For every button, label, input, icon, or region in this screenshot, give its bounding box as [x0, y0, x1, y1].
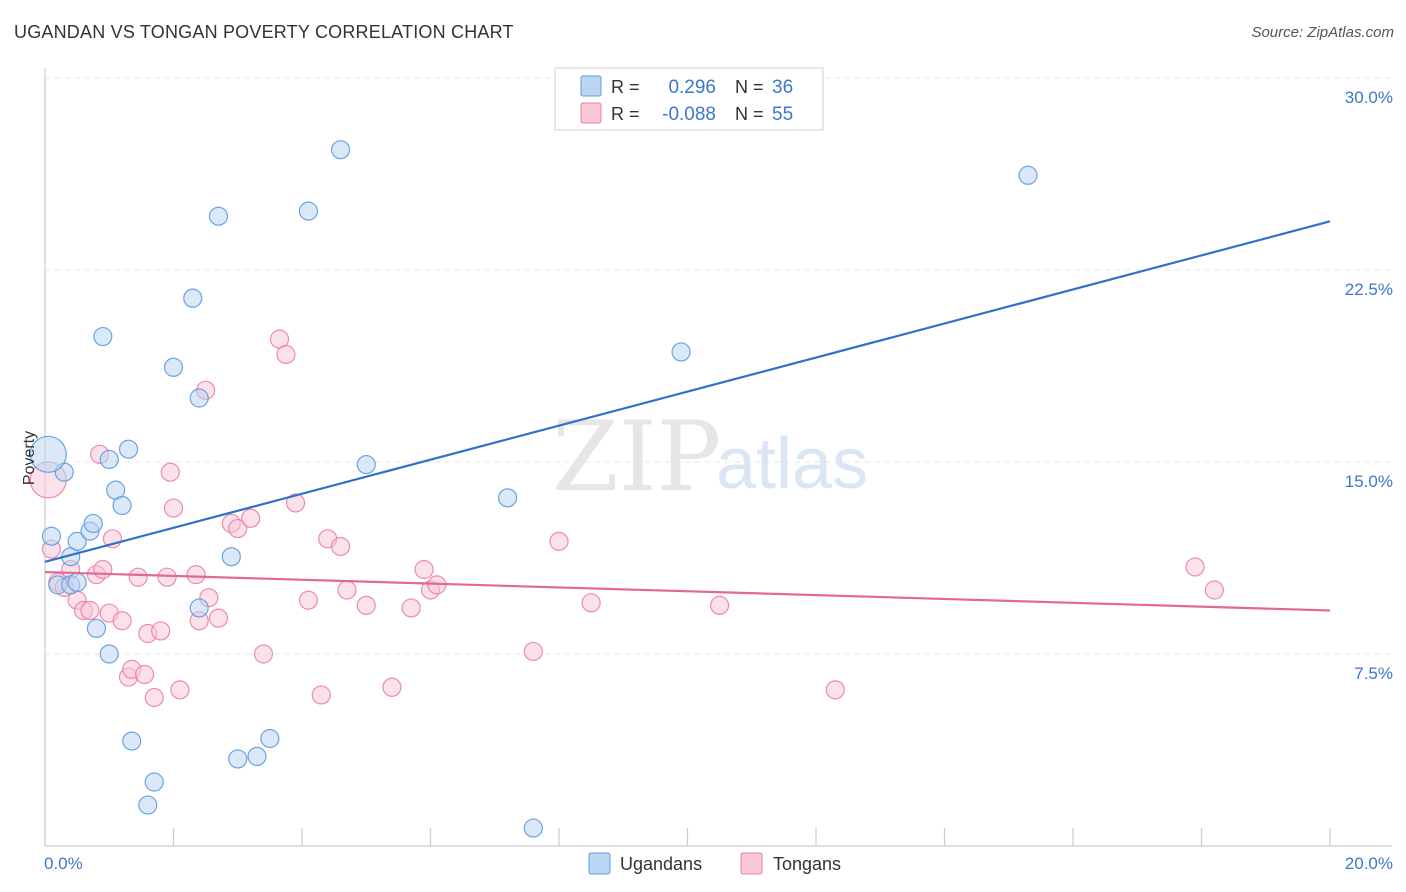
watermark-zip: ZIP: [552, 401, 721, 513]
legend-tongans-r-value: -0.088: [662, 104, 716, 125]
y-tick-label-3: 30.0%: [1345, 88, 1393, 107]
ugandans-point-26: [247, 746, 267, 767]
ugandans-point-35: [29, 435, 67, 473]
ugandans-point-9: [86, 618, 107, 639]
ugandans-point-28: [298, 201, 319, 221]
ugandans-point-33: [671, 342, 691, 362]
tongans-point-22: [160, 462, 180, 482]
tongans-point-32: [241, 508, 261, 528]
ugandans-point-18: [144, 772, 164, 792]
tongans-point-44: [401, 598, 421, 618]
source-label: Source: ZipAtlas.com: [1251, 24, 1394, 41]
ugandans-point-27: [260, 728, 280, 749]
y-tick-label-1: 15.0%: [1345, 472, 1393, 491]
ugandans-point-19: [163, 357, 184, 377]
tongans-point-29: [208, 608, 229, 628]
bottom-legend-ugandans-label: Ugandans: [620, 854, 702, 874]
ugandans-point-11: [99, 449, 119, 470]
y-tick-labels: 7.5% 15.0% 22.5% 30.0%: [1345, 88, 1393, 683]
ugandans-point-17: [138, 795, 158, 815]
legend-ugandans-n-value: 36: [772, 77, 793, 98]
tongans-point-50: [581, 593, 601, 613]
ugandans-point-29: [330, 140, 351, 160]
tongans-point-49: [549, 531, 569, 551]
tongans-point-52: [825, 680, 845, 700]
legend-ugandans-swatch: [580, 75, 602, 97]
x-tick-labels: 0.0% 20.0%: [44, 854, 1393, 873]
bottom-legend: Ugandans Tongans: [588, 852, 841, 875]
ugandans-point-31: [498, 488, 518, 508]
ugandans-points: [29, 140, 1038, 838]
tongans-point-53: [1185, 557, 1205, 577]
tongans-point-17: [134, 664, 155, 685]
ugandans-trend-line: [44, 220, 1331, 563]
ugandans-point-24: [221, 547, 241, 567]
tongans-point-35: [276, 344, 296, 365]
ugandans-point-4: [67, 572, 87, 592]
tongans-point-54: [1204, 580, 1224, 600]
ugandans-point-34: [1018, 165, 1038, 185]
tongans-point-23: [163, 498, 184, 518]
legend: R = 0.296 N = 36 R = -0.088 N = 55: [554, 67, 824, 131]
tongans-point-10: [93, 559, 113, 580]
bottom-legend-tongans-label: Tongans: [773, 854, 841, 874]
tongans-point-31: [228, 518, 248, 539]
tongans-point-45: [414, 559, 434, 580]
bottom-legend-ugandans-swatch: [588, 852, 611, 875]
legend-ugandans-r-label: R =: [611, 77, 640, 97]
legend-ugandans-n-label: N =: [735, 77, 764, 97]
tongans-point-25: [186, 565, 206, 585]
ugandans-point-32: [523, 818, 543, 838]
tongans-point-38: [311, 685, 331, 705]
tongans-point-21: [157, 567, 177, 587]
trend-lines: [44, 220, 1331, 612]
tongans-point-7: [80, 600, 100, 621]
tongans-point-37: [298, 590, 319, 610]
tongans-point-20: [151, 621, 171, 641]
tongans-point-19: [144, 687, 164, 708]
ugandans-point-15: [93, 326, 113, 347]
ugandans-point-16: [122, 731, 142, 751]
tongans-point-24: [170, 680, 190, 700]
tongans-point-41: [337, 580, 357, 600]
tongans-point-36: [285, 493, 306, 513]
ugandans-point-0: [41, 526, 62, 546]
legend-tongans-swatch: [580, 102, 602, 124]
watermark-atlas: atlas: [716, 424, 868, 504]
ugandans-point-25: [228, 749, 248, 769]
tongans-point-48: [523, 641, 543, 662]
ugandans-point-22: [208, 206, 229, 226]
tongans-point-43: [382, 677, 402, 697]
tongans-trend-line: [44, 570, 1331, 612]
legend-tongans-r-label: R =: [611, 104, 640, 124]
y-axis-label: Poverty: [21, 431, 38, 485]
tongans-point-42: [356, 595, 376, 615]
tongans-point-33: [253, 644, 274, 664]
chart-title: UGANDAN VS TONGAN POVERTY CORRELATION CH…: [14, 22, 514, 42]
x-tick-label-0: 0.0%: [44, 854, 83, 873]
ugandans-point-13: [112, 495, 132, 516]
tongans-point-40: [330, 536, 351, 557]
legend-tongans-n-value: 55: [772, 104, 793, 125]
legend-tongans-n-label: N =: [735, 104, 764, 124]
ugandans-point-23: [189, 598, 209, 618]
y-tick-label-0: 7.5%: [1354, 664, 1393, 683]
ugandans-point-21: [189, 388, 209, 408]
tongans-point-13: [112, 611, 132, 631]
ugandans-point-10: [99, 644, 119, 664]
ugandans-point-14: [118, 439, 139, 459]
bottom-legend-tongans-swatch: [740, 852, 763, 875]
ugandans-point-20: [183, 288, 203, 308]
ugandans-point-30: [356, 454, 376, 475]
tongans-point-16: [128, 567, 148, 587]
tongans-point-51: [710, 595, 730, 615]
ugandans-point-6: [67, 531, 87, 551]
legend-ugandans-r-value: 0.296: [668, 77, 716, 98]
x-tick-label-1: 20.0%: [1345, 854, 1393, 873]
ugandans-point-8: [83, 513, 103, 534]
y-tick-label-2: 22.5%: [1345, 280, 1393, 299]
